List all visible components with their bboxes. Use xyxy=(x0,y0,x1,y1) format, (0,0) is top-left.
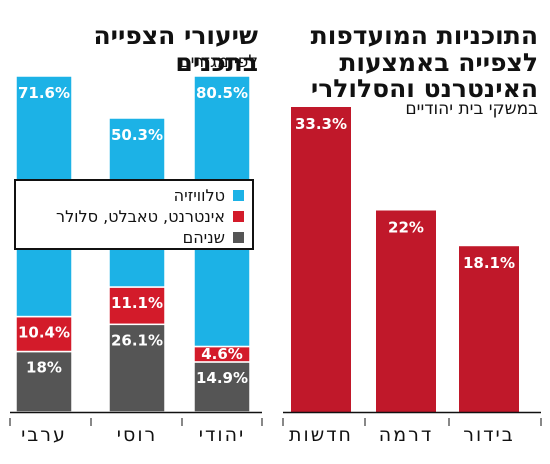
bar-label-both-2: 14.9% xyxy=(196,369,248,387)
legend-swatch-internet xyxy=(233,211,244,222)
category-label-2: בידור xyxy=(463,424,515,446)
legend-item-tv: טלוויזיה xyxy=(24,185,244,206)
bar-label-both-0: 18% xyxy=(26,359,62,377)
legend-label-internet: אינטרנט, טאבלט, סלולר xyxy=(56,207,225,226)
bar-both-0 xyxy=(15,350,73,413)
category-label-1: רוסי xyxy=(117,424,157,446)
legend-label-both: שניהם xyxy=(182,228,225,247)
chart-legend: טלוויזיה אינטרנט, טאבלט, סלולר שניהם xyxy=(14,179,254,250)
bar-label-tv-1: 50.3% xyxy=(111,126,163,144)
legend-swatch-both xyxy=(233,232,244,243)
legend-swatch-tv xyxy=(233,190,244,201)
bar-label-internet-1: 11.1% xyxy=(111,294,163,312)
bar-label-2: 18.1% xyxy=(463,254,515,272)
category-label-0: ערבי xyxy=(21,424,67,446)
bar-chart: 33.3% חדשות 22% דרמה 18.1% בידור xyxy=(282,107,542,446)
bar-label-internet-2: 4.6% xyxy=(201,345,243,363)
bar-label-0: 33.3% xyxy=(295,115,347,133)
bar-internet-1 xyxy=(108,286,166,326)
bar-label-1: 22% xyxy=(388,218,424,236)
bar-2 xyxy=(459,246,519,412)
bar-both-2 xyxy=(193,361,251,413)
viewing-rates-title: שיעורי הצפייה בתכנים xyxy=(93,21,258,77)
bar-label-internet-0: 10.4% xyxy=(18,324,70,342)
legend-label-tv: טלוויזיה xyxy=(173,186,225,205)
category-label-2: יהודי xyxy=(199,424,245,446)
bar-label-both-1: 26.1% xyxy=(111,331,163,349)
viewing-rates-subtitle: לפי מגזרים xyxy=(179,52,258,72)
preferred-programs-subtitle: במשקי בית יהודיים xyxy=(405,99,538,119)
bar-0 xyxy=(291,107,351,412)
legend-item-both: שניהם xyxy=(24,227,244,248)
bar-1 xyxy=(376,210,436,412)
legend-item-internet: אינטרנט, טאבלט, סלולר xyxy=(24,206,244,227)
bar-both-1 xyxy=(108,323,166,413)
viewing-rates-panel: שיעורי הצפייה בתכנים לפי מגזרים 18% 10.4%… xyxy=(4,0,266,464)
bar-label-tv-2: 80.5% xyxy=(196,84,248,102)
bar-label-tv-0: 71.6% xyxy=(18,84,70,102)
preferred-programs-title: התוכניות המועדפות לצפייה באמצעות האינטרנ… xyxy=(310,21,538,103)
category-label-1: דרמה xyxy=(379,424,433,446)
category-label-0: חדשות xyxy=(289,424,353,446)
preferred-programs-panel: התוכניות המועדפות לצפייה באמצעות האינטרנ… xyxy=(279,0,546,464)
